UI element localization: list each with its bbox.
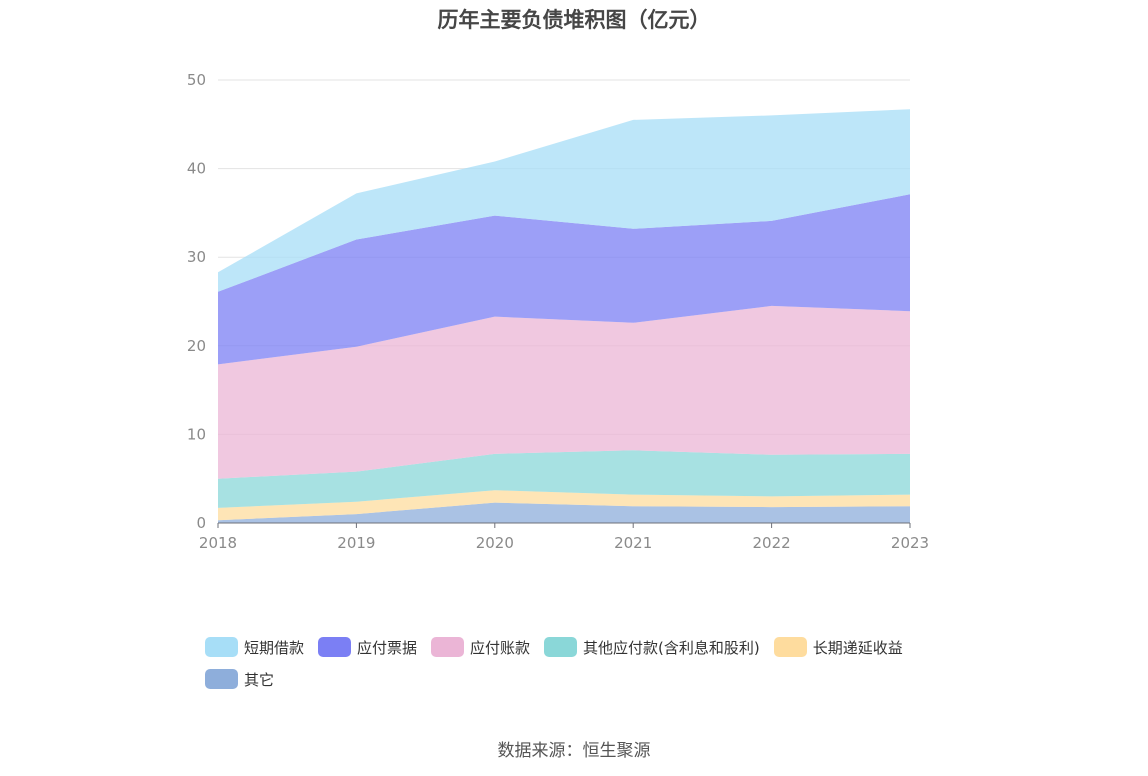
y-tick-label: 10 xyxy=(187,425,206,443)
legend-item[interactable]: 长期递延收益 xyxy=(773,636,903,658)
legend-swatch xyxy=(205,637,238,657)
legend-label: 应付账款 xyxy=(470,638,531,657)
chart-title: 历年主要负债堆积图（亿元） xyxy=(437,8,711,32)
x-tick-label: 2018 xyxy=(199,534,237,552)
x-tick-label: 2020 xyxy=(476,534,514,552)
y-tick-label: 30 xyxy=(187,248,206,266)
y-tick-label: 0 xyxy=(196,514,206,532)
legend-swatch xyxy=(318,637,352,657)
area-series-2 xyxy=(218,450,910,508)
axes: 0 10 20 30 40 50 2018 2019 2020 2021 2022 2023 xyxy=(187,71,929,552)
x-tick-label: 2022 xyxy=(753,534,791,552)
legend-swatch xyxy=(544,637,578,657)
legend-item[interactable]: 应付账款 xyxy=(431,636,530,658)
area-series-1 xyxy=(218,490,910,521)
legend-label: 其他应付款(含利息和股利) xyxy=(583,638,760,657)
y-tick-label: 20 xyxy=(187,337,206,355)
area-series-0 xyxy=(218,502,910,523)
legend-label: 长期递延收益 xyxy=(812,638,903,657)
legend-label: 其它 xyxy=(244,670,275,689)
legend-label: 短期借款 xyxy=(244,638,305,657)
data-source: 数据来源：恒生聚源 xyxy=(497,741,651,761)
area-series xyxy=(218,109,910,523)
x-tick-label: 2021 xyxy=(614,534,652,552)
x-tick-label: 2023 xyxy=(891,534,929,552)
legend-item[interactable]: 其他应付款(含利息和股利) xyxy=(544,636,760,658)
legend-item[interactable]: 其它 xyxy=(205,668,274,690)
legend-label: 应付票据 xyxy=(357,638,418,657)
stacked-area-chart: 0 10 20 30 40 50 2018 2019 2020 2021 2022 2023 xyxy=(187,71,929,552)
legend-swatch xyxy=(773,637,807,657)
legend-swatch xyxy=(205,669,238,689)
y-tick-label: 50 xyxy=(187,71,206,89)
area-series-4 xyxy=(218,194,910,365)
legend-item[interactable]: 短期借款 xyxy=(205,636,304,658)
area-series-3 xyxy=(218,305,910,479)
legend-item[interactable]: 应付票据 xyxy=(318,636,417,658)
legend-swatch xyxy=(431,637,465,657)
area-series-5 xyxy=(218,109,910,292)
y-tick-label: 40 xyxy=(187,160,206,178)
x-tick-label: 2019 xyxy=(337,534,375,552)
legend: 短期借款 应付票据 应付账款 其他应付款(含利息和股利) 长期递延收益其它 xyxy=(205,636,965,700)
